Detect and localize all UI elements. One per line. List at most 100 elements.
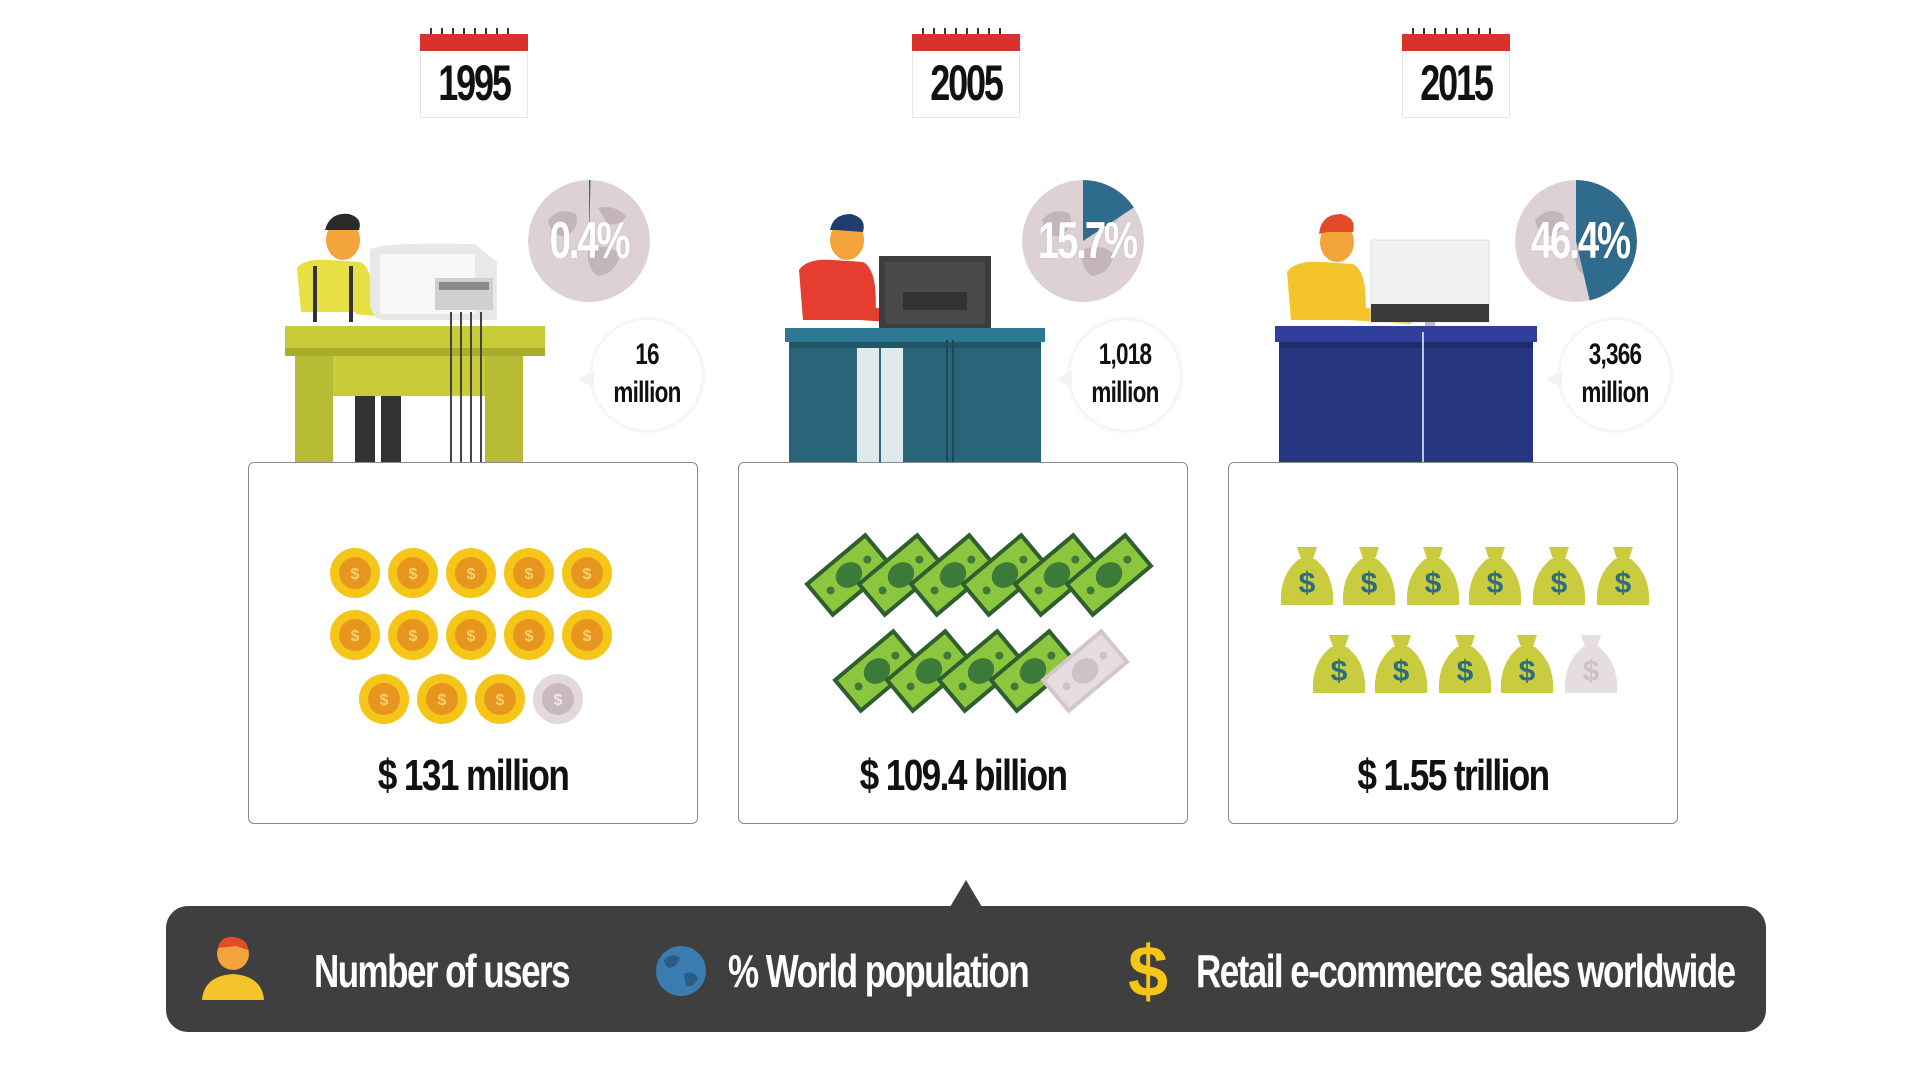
calendar-header (1402, 34, 1510, 51)
calendar-2015: 2015 (1402, 28, 1510, 118)
coin-icon: $ (388, 610, 438, 660)
users-unit: million (1581, 376, 1649, 409)
svg-text:$: $ (1393, 655, 1410, 688)
svg-text:$: $ (496, 692, 505, 709)
money-bag-icon: $ (1438, 635, 1492, 693)
sales-icons: $ $ $ $ $ $ $ $ $ $ $ (1280, 547, 1650, 693)
svg-text:$: $ (554, 692, 563, 709)
legend-pointer (950, 880, 982, 907)
year-label: 2015 (1420, 55, 1494, 111)
svg-text:$: $ (1487, 567, 1504, 600)
desk-illustration-2015 (1275, 214, 1537, 468)
svg-text:$: $ (1457, 655, 1474, 688)
svg-text:$: $ (351, 628, 360, 645)
sales-box-2005: $ 109.4 billion (738, 462, 1188, 824)
banknote-icon (856, 532, 946, 618)
calendar-header (912, 34, 1020, 51)
banknote-icon (832, 628, 922, 714)
legend-population-label: % World population (728, 945, 1030, 997)
users-bubble-2005: 1,018 million (1056, 320, 1180, 430)
users-unit: million (1091, 376, 1159, 409)
banknote-icon (804, 532, 894, 618)
svg-text:$: $ (583, 628, 592, 645)
money-bag-icon-partial: $ (1564, 635, 1618, 693)
calendar-rings (1412, 28, 1500, 36)
world-population-globe-2005: 15.7% (1022, 180, 1144, 302)
calendar-rings (430, 28, 518, 36)
banknote-icon (1012, 532, 1102, 618)
sales-box-2015: $ $ $ $ $ $ $ $ $ $ $ $ 1.55 trillion (1228, 462, 1678, 824)
dollar-sign-icon: $ (1128, 934, 1168, 1006)
world-population-percent: 0.4% (549, 212, 631, 270)
sales-amount: $ 109.4 billion (859, 751, 1068, 800)
svg-text:$: $ (467, 566, 476, 583)
banknote-icon (936, 628, 1026, 714)
world-population-percent: 15.7% (1037, 212, 1138, 270)
legend-bar: Number of users % World population $ Ret… (166, 906, 1766, 1032)
coin-icon-partial: $ (533, 674, 583, 724)
money-bag-icon: $ (1500, 635, 1554, 693)
money-bag-icon: $ (1468, 547, 1522, 605)
coin-icon: $ (446, 548, 496, 598)
legend-users-label: Number of users (314, 945, 571, 997)
svg-text:$: $ (525, 566, 534, 583)
money-bag-icon: $ (1342, 547, 1396, 605)
coin-icon: $ (475, 674, 525, 724)
users-bubble-1995: 16 million (578, 320, 702, 430)
population-share-wedge (1576, 180, 1637, 301)
sales-icons (804, 532, 1154, 714)
world-population-globe-2015: 46.4% (1515, 180, 1637, 302)
calendar-header (420, 34, 528, 51)
world-population-percent: 46.4% (1530, 212, 1631, 270)
users-count: 16 (635, 338, 659, 371)
year-label: 2005 (930, 55, 1004, 111)
sales-amount: $ 131 million (377, 751, 570, 800)
svg-text:$: $ (1519, 655, 1536, 688)
coin-icon: $ (330, 610, 380, 660)
calendar-2005: 2005 (912, 28, 1020, 118)
population-share-slice (528, 180, 650, 302)
svg-text:$: $ (1361, 567, 1378, 600)
coin-icon: $ (417, 674, 467, 724)
sales-amount: $ 1.55 trillion (1357, 751, 1550, 800)
population-share-slice (1022, 180, 1144, 302)
banknote-icon (884, 628, 974, 714)
coin-icon: $ (388, 548, 438, 598)
svg-text:$: $ (1551, 567, 1568, 600)
banknote-icon-partial (1040, 628, 1130, 714)
svg-text:$: $ (1425, 567, 1442, 600)
users-count: 1,018 (1098, 338, 1152, 371)
population-share-wedge (589, 180, 591, 241)
calendar-rings (922, 28, 1010, 36)
money-bag-icon: $ (1532, 547, 1586, 605)
money-bag-icon: $ (1374, 635, 1428, 693)
coin-icon: $ (359, 674, 409, 724)
sales-box-1995: $ $ $ $ $ $ $ $ $ $ $ $ $ $ $ 131 millio… (248, 462, 698, 824)
population-share-wedge (1083, 180, 1134, 241)
svg-text:$: $ (438, 692, 447, 709)
calendar-1995: 1995 (420, 28, 528, 118)
money-bag-icon: $ (1596, 547, 1650, 605)
svg-text:$: $ (1128, 934, 1168, 1006)
desk-illustration-1995 (285, 213, 545, 468)
coin-icon: $ (446, 610, 496, 660)
calendar-page (420, 51, 528, 118)
year-label: 1995 (438, 55, 512, 111)
svg-text:$: $ (380, 692, 389, 709)
coin-icon: $ (562, 548, 612, 598)
calendar-page (912, 51, 1020, 118)
svg-text:$: $ (525, 628, 534, 645)
svg-text:$: $ (1331, 655, 1348, 688)
users-count: 3,366 (1588, 338, 1642, 371)
money-bag-icon: $ (1312, 635, 1366, 693)
coin-icon: $ (504, 610, 554, 660)
banknote-icon (988, 628, 1078, 714)
legend-sales-label: Retail e-commerce sales worldwide (1196, 945, 1736, 997)
calendar-page (1402, 51, 1510, 118)
svg-text:$: $ (583, 566, 592, 583)
users-unit: million (613, 376, 681, 409)
globe-icon (656, 946, 706, 996)
globe-continents (548, 207, 626, 276)
svg-text:$: $ (1299, 567, 1316, 600)
user-icon (202, 936, 264, 1000)
